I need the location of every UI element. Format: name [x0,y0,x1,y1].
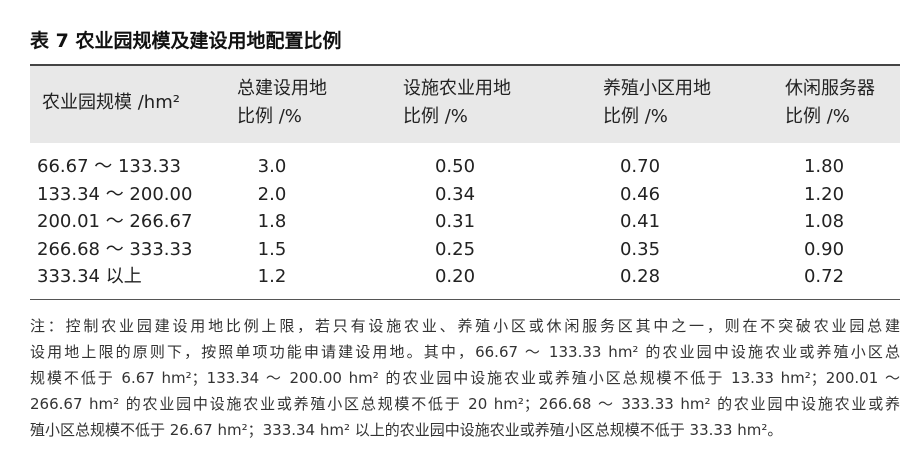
table-cell: 0.50 [434,156,476,177]
note-line: 266.67 hm² 的农业园中设施农业或养殖小区总规模不低于 20 hm²；2… [30,395,900,413]
header-cell: 比例 /% [403,106,468,127]
table-cell: 0.34 [434,183,476,205]
table-cell: 0.20 [434,266,476,287]
table-cell: 133.34 ～ 200.00 [37,183,193,205]
table-title: 表 7 农业园规模及建设用地配置比例 [30,30,342,52]
header-cell: 比例 /% [603,106,668,127]
table-cell: 0.25 [434,238,476,260]
header-cell: 设施农业用地 [403,78,511,99]
header-cell: 总建设用地 [237,78,327,99]
table-cell: 0.31 [434,211,476,232]
table-cell: 0.70 [619,156,661,177]
header-cell: 养殖小区用地 [603,78,711,99]
note-line: 设用地上限的原则下，按照单项功能申请建设用地。其中，66.67 ～ 133.33… [30,343,900,361]
table-cell: 66.67 ～ 133.33 [37,156,181,177]
table-cell: 266.68 ～ 333.33 [37,238,193,260]
table-cell: 1.5 [257,238,287,260]
table-cell: 0.46 [619,183,661,205]
table-cell: 1.08 [803,211,845,232]
table-cell: 333.34 以上 [37,266,142,287]
table-cell: 1.8 [257,211,287,232]
header-cell: 休闲服务器 [785,78,875,99]
table-cell: 0.90 [803,238,845,260]
table-cell: 1.20 [803,183,845,205]
table-cell: 3.0 [257,156,287,177]
header-band [30,64,900,143]
note-line: 注：控制农业园建设用地比例上限，若只有设施农业、养殖小区或休闲服务区其中之一，则… [30,317,900,335]
table-cell: 200.01 ～ 266.67 [37,211,193,232]
note-line: 殖小区总规模不低于 26.67 hm²；333.34 hm² 以上的农业园中设施… [30,421,783,439]
table-cell: 1.2 [257,266,287,287]
header-cell: 比例 /% [785,106,850,127]
header-cell: 农业园规模 /hm² [42,92,180,113]
table-cell: 0.72 [803,266,845,287]
table-cell: 0.35 [619,238,661,260]
bottom-rule [30,299,900,300]
table-cell: 1.80 [803,156,845,177]
table-cell: 0.28 [619,266,661,287]
header-cell: 比例 /% [237,106,302,127]
note-line: 规模不低于 6.67 hm²；133.34 ～ 200.00 hm² 的农业园中… [30,369,900,387]
table-cell: 0.41 [619,211,661,232]
table-cell: 2.0 [257,183,287,205]
